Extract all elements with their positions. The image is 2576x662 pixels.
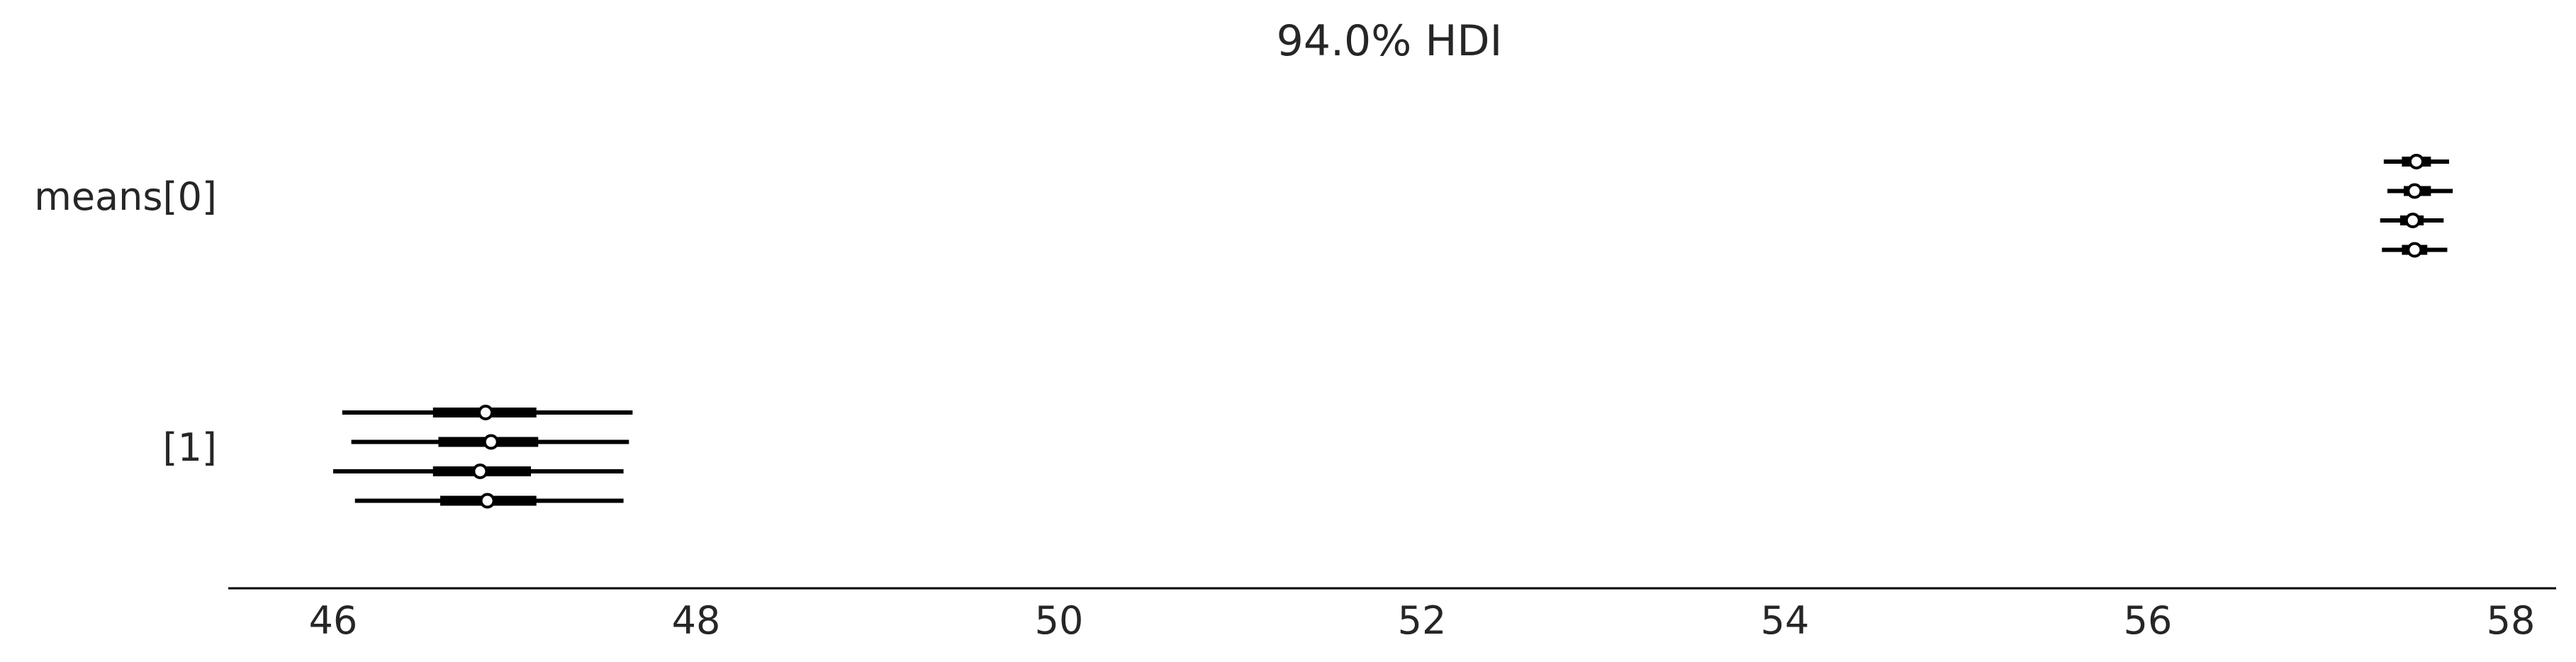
- y-tick-labels: means[0] [1]: [34, 174, 217, 470]
- x-tick-labels: 46 48 50 52 54 56 58: [309, 598, 2536, 643]
- chain-estimate: [2387, 183, 2453, 199]
- chain-estimate: [2382, 242, 2448, 258]
- y-tick-label: means[0]: [34, 174, 217, 219]
- median-point: [2404, 213, 2421, 228]
- chain-estimate: [2380, 213, 2444, 228]
- median-point: [478, 405, 494, 420]
- x-tick-label: 52: [1398, 598, 1447, 643]
- chart-marks: [333, 154, 2453, 509]
- median-point: [483, 434, 499, 450]
- chart-title: 94.0% HDI: [1277, 16, 1503, 66]
- x-tick-label: 56: [2124, 598, 2173, 643]
- median-point: [2407, 242, 2423, 258]
- median-point: [2407, 183, 2423, 199]
- median-point: [479, 493, 495, 509]
- x-tick-label: 46: [309, 598, 358, 643]
- x-tick-label: 54: [1761, 598, 1810, 643]
- chain-estimate: [342, 405, 633, 420]
- chain-estimate: [354, 493, 624, 509]
- y-tick-label: [1]: [163, 425, 218, 470]
- chain-estimate: [2383, 154, 2449, 169]
- x-tick-label: 48: [672, 598, 721, 643]
- x-tick-label: 50: [1035, 598, 1084, 643]
- x-tick-label: 58: [2487, 598, 2536, 643]
- chain-estimate: [351, 434, 629, 450]
- median-point: [2408, 154, 2424, 169]
- chain-estimate: [333, 464, 624, 479]
- median-point: [472, 464, 488, 479]
